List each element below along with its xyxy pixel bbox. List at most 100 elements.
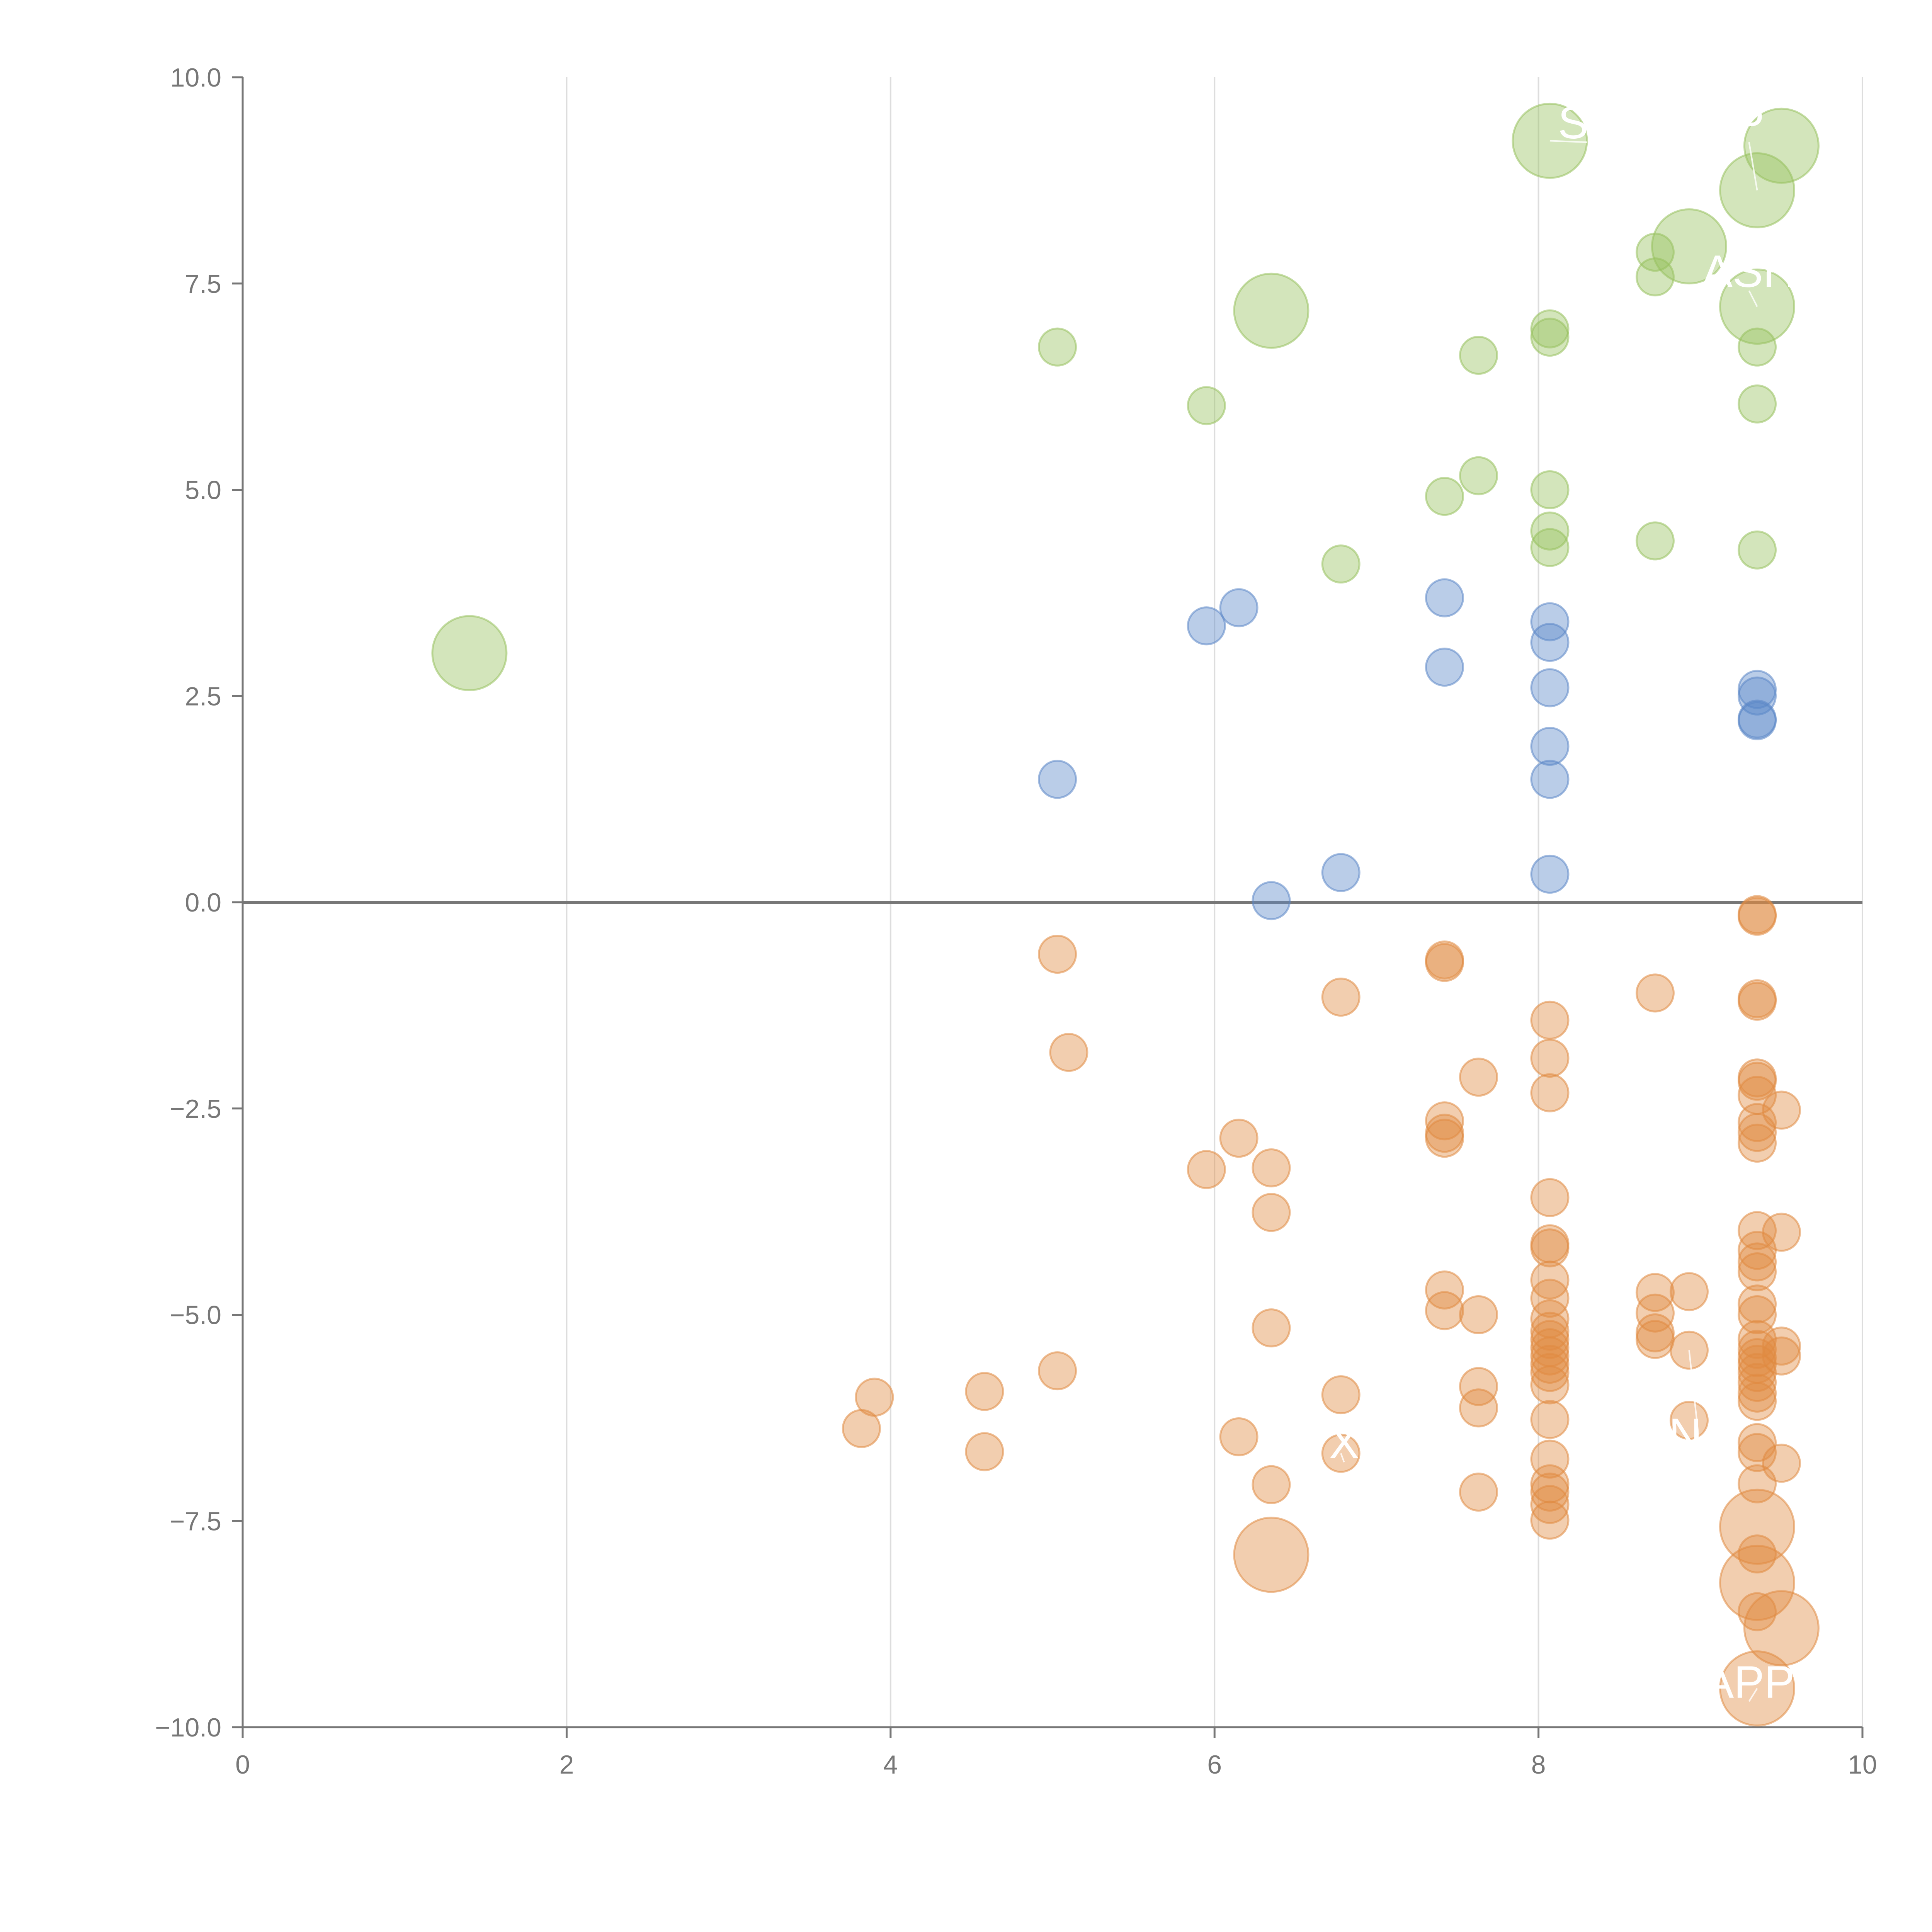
bubble-point-orange (1635, 973, 1675, 1013)
bubble-point-green (1459, 456, 1498, 495)
bubble-point-orange (1738, 1382, 1777, 1421)
bubble-point-orange (1321, 978, 1361, 1017)
bubble-point-green (1425, 477, 1464, 516)
bubble-point-orange (1762, 1327, 1801, 1366)
y-tick-label: 5.0 (185, 476, 221, 505)
bubble-point-orange (1530, 1365, 1570, 1405)
bubble-point-orange (1738, 1113, 1777, 1152)
y-tick-label: 10.0 (170, 63, 221, 92)
annotation-label: P (1734, 97, 1764, 148)
bubble-point-orange (1459, 1058, 1498, 1097)
bubble-point-blue (1321, 853, 1361, 892)
bubble-point-orange (1635, 1273, 1675, 1312)
bubble-point-orange (1530, 1473, 1570, 1512)
annotation-label: APP (1703, 1656, 1794, 1708)
bubble-point-blue (1530, 668, 1570, 707)
bubble-point-orange (1738, 1103, 1777, 1142)
bubble-point-orange (1252, 1193, 1291, 1232)
x-tick-label: 10 (1848, 1750, 1877, 1779)
bubble-point-orange (1530, 1228, 1570, 1268)
bubble-point-green (1738, 530, 1777, 570)
bubble-point-orange (1425, 943, 1464, 982)
axes (242, 77, 1862, 1728)
bubble-point-orange (1233, 1517, 1310, 1593)
x-tick-label: 4 (883, 1750, 898, 1779)
y-tick-label: 0.0 (185, 888, 221, 917)
bubble-point-orange (1252, 1148, 1291, 1187)
bubble-point-orange (1635, 1320, 1675, 1359)
bubble-point-orange (1038, 935, 1077, 974)
bubble-point-orange (1738, 1252, 1777, 1291)
bubble-point-orange (1738, 1433, 1777, 1472)
bubble-point-blue (1530, 622, 1570, 662)
y-tick-label: −7.5 (170, 1507, 221, 1536)
bubble-point-green (1530, 309, 1570, 349)
bubble-point-green (1738, 384, 1777, 423)
annotation-leader-line (1340, 1453, 1345, 1463)
bubble-point-green (1459, 335, 1498, 375)
bubble-point-blue (1530, 760, 1570, 799)
bubble-point-green (1233, 272, 1310, 349)
x-tick-label: 0 (235, 1750, 250, 1779)
bubble-point-blue (1530, 854, 1570, 894)
tick-labels: 0 2 4 6 8 10 10.0 7.5 5.0 2.5 0.0 −2.5 −5.0 −7.5 −10.0 (155, 63, 1877, 1779)
bubble-point-orange (1738, 1123, 1777, 1163)
bubble-point-orange (1459, 1295, 1498, 1334)
bubble-point-orange (1252, 1465, 1291, 1504)
bubble-point-orange (1738, 896, 1777, 936)
bubble-point-orange (1459, 1388, 1498, 1428)
bubble-point-blue (1425, 648, 1464, 687)
bubble-point-green (1743, 107, 1820, 184)
bubble-point-blue (1038, 760, 1077, 799)
bubble-point-blue (1738, 701, 1777, 740)
bubble-point-orange (1459, 1473, 1498, 1512)
bubble-point-orange (1762, 1336, 1801, 1376)
bubble-point-green (1530, 318, 1570, 357)
bubble-point-orange (1743, 1590, 1820, 1667)
bubble-point-orange (1738, 1353, 1777, 1392)
x-tick-label: 8 (1531, 1750, 1546, 1779)
bubble-point-orange (1738, 1373, 1777, 1413)
bubble-point-orange (1738, 981, 1777, 1021)
bubble-point-orange (1219, 1119, 1259, 1158)
bubble-point-orange (1762, 1090, 1801, 1130)
bubble-point-orange (1425, 1291, 1464, 1330)
bubble-point-orange (1530, 1336, 1570, 1376)
bubble-point-orange (1038, 1351, 1077, 1391)
annotation-leader-line (1549, 140, 1587, 143)
bubble-point-blue (1252, 881, 1291, 920)
bubbles (431, 102, 1820, 1727)
bubble-annotations: SF P ASH NA X APP (1329, 97, 1796, 1708)
x-tick-label: 2 (559, 1750, 574, 1779)
annotation-leader-line (1748, 1688, 1758, 1702)
bubble-point-green (1635, 257, 1675, 297)
bubble-point-orange (1187, 1150, 1226, 1189)
bubble-point-orange (1530, 1039, 1570, 1078)
annotation-leader-line (1748, 142, 1758, 190)
bubble-point-orange (965, 1372, 1004, 1411)
bubble-point-blue (1530, 602, 1570, 641)
bubble-point-orange (1738, 1330, 1777, 1369)
bubble-point-orange (1738, 1061, 1777, 1101)
bubble-point-orange (1252, 1308, 1291, 1348)
bubble-point-green (1738, 327, 1777, 367)
bubble-point-orange (1719, 1488, 1796, 1565)
bubble-point-orange (1738, 1242, 1777, 1282)
bubble-point-green (1635, 521, 1675, 561)
bubble-point-green (1038, 327, 1077, 367)
bubble-point-orange (1530, 1345, 1570, 1384)
bubble-point-orange (1530, 1000, 1570, 1040)
y-tick-label: −5.0 (170, 1301, 221, 1330)
bubble-point-green (1530, 528, 1570, 567)
bubble-point-orange (1762, 1444, 1801, 1483)
bubble-point-blue (1187, 606, 1226, 646)
y-tick-label: 7.5 (185, 269, 221, 299)
annotation-label: SF (1558, 97, 1616, 148)
bubble-point-orange (1425, 1270, 1464, 1310)
bubble-point-green (1651, 208, 1727, 285)
bubble-point-orange (1530, 1500, 1570, 1540)
bubble-point-orange (1321, 1375, 1361, 1415)
bubble-point-orange (1669, 1272, 1709, 1311)
bubble-point-orange (1530, 1178, 1570, 1217)
